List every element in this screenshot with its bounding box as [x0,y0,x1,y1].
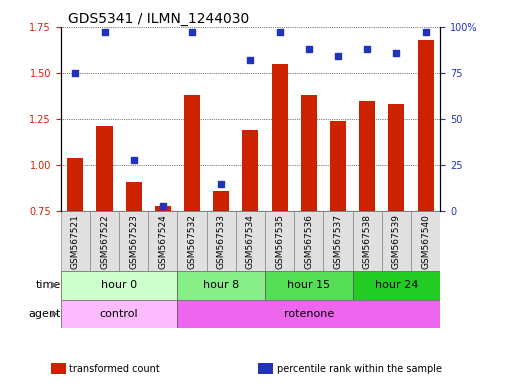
Text: hour 0: hour 0 [101,280,137,290]
Text: GSM567534: GSM567534 [245,214,255,269]
Bar [265,271,352,300]
Bar [96,126,112,211]
Bar [323,211,352,271]
Bar [235,211,265,271]
Text: GSM567524: GSM567524 [158,214,167,269]
Bar [61,211,90,271]
Bar [119,211,148,271]
Text: time: time [35,280,61,290]
Text: GSM567538: GSM567538 [362,214,371,269]
Bar [359,101,375,211]
Point [421,29,429,35]
Point [217,180,225,187]
Point [188,29,196,35]
Bar [352,271,439,300]
Point [363,46,371,52]
Bar [417,40,433,211]
Text: GSM567522: GSM567522 [100,214,109,269]
Bar [271,64,287,211]
Point [71,70,79,76]
Point [100,29,109,35]
Point [159,203,167,209]
Bar [177,211,206,271]
Bar [265,211,294,271]
Text: rotenone: rotenone [283,309,333,319]
Bar [242,130,258,211]
Bar [294,211,323,271]
Bar [90,211,119,271]
Text: transformed count: transformed count [69,364,160,374]
Bar [184,95,199,211]
Bar [155,206,171,211]
Bar [300,95,316,211]
Text: percentile rank within the sample: percentile rank within the sample [276,364,441,374]
Bar [352,211,381,271]
Point [275,29,283,35]
Bar [67,158,83,211]
Text: control: control [99,309,138,319]
Bar [410,211,439,271]
Point [391,50,399,56]
Text: GSM567535: GSM567535 [275,214,284,269]
Text: GSM567539: GSM567539 [391,214,400,269]
Point [304,46,312,52]
Text: GSM567523: GSM567523 [129,214,138,269]
Bar [177,300,439,328]
Bar [206,211,235,271]
Text: GDS5341 / ILMN_1244030: GDS5341 / ILMN_1244030 [68,12,249,26]
Text: hour 24: hour 24 [374,280,417,290]
Text: hour 8: hour 8 [203,280,239,290]
Bar [381,211,410,271]
Bar [61,300,177,328]
Bar [148,211,177,271]
Text: GSM567521: GSM567521 [71,214,80,269]
Text: GSM567533: GSM567533 [216,214,225,269]
Text: GSM567536: GSM567536 [304,214,313,269]
Text: GSM567537: GSM567537 [333,214,342,269]
Point [129,157,137,163]
Text: hour 15: hour 15 [287,280,330,290]
Point [246,57,254,63]
Bar [388,104,403,211]
Bar [177,271,265,300]
Bar [329,121,345,211]
Text: agent: agent [28,309,61,319]
Bar [213,191,229,211]
Bar [61,271,177,300]
Text: GSM567540: GSM567540 [420,214,429,269]
Point [333,53,341,60]
Bar [125,182,141,211]
Text: GSM567532: GSM567532 [187,214,196,269]
